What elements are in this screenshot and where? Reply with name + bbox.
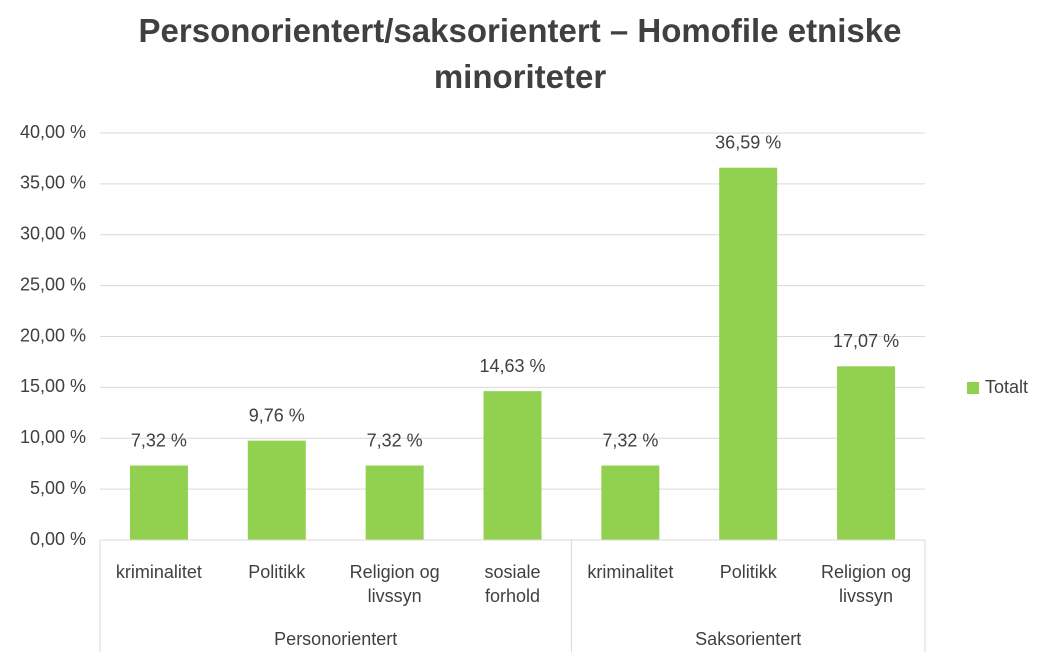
bar: [719, 167, 778, 540]
legend-label: Totalt: [985, 377, 1028, 397]
group-label: Personorientert: [274, 629, 397, 649]
bar: [247, 440, 306, 540]
y-tick-label: 25,00 %: [20, 274, 86, 294]
y-tick-label: 30,00 %: [20, 224, 86, 244]
y-tick-label: 10,00 %: [20, 427, 86, 447]
x-tick-label: kriminalitet: [587, 562, 674, 582]
x-tick-label: sosiale forhold: [484, 562, 541, 606]
y-tick-label: 15,00 %: [20, 376, 86, 396]
y-tick-label: 40,00 %: [20, 122, 86, 142]
bar: [601, 465, 660, 540]
data-label: 9,76 %: [249, 405, 305, 425]
bar: [483, 391, 542, 540]
data-label: 17,07 %: [833, 331, 899, 351]
y-tick-label: 35,00 %: [20, 173, 86, 193]
x-tick-label: Politikk: [719, 562, 777, 582]
x-tick-label: kriminalitet: [115, 562, 202, 582]
x-tick-label: Religion og livssyn: [821, 562, 912, 606]
y-tick-label: 20,00 %: [20, 325, 86, 345]
data-label: 7,32 %: [367, 430, 423, 450]
y-tick-label: 0,00 %: [30, 529, 86, 549]
data-label: 14,63 %: [479, 356, 545, 376]
x-tick-label: Politikk: [248, 562, 306, 582]
group-label: Saksorientert: [695, 629, 801, 649]
data-label: 7,32 %: [131, 430, 187, 450]
bar: [837, 366, 896, 540]
x-tick-label: Religion og livssyn: [349, 562, 440, 606]
data-label: 36,59 %: [715, 132, 781, 152]
legend-swatch: [967, 382, 979, 394]
bar: [365, 465, 424, 540]
chart-title: Personorientert/saksorientert – Homofile…: [138, 12, 902, 95]
data-label: 7,32 %: [602, 430, 658, 450]
bar: [129, 465, 188, 540]
y-tick-label: 5,00 %: [30, 478, 86, 498]
